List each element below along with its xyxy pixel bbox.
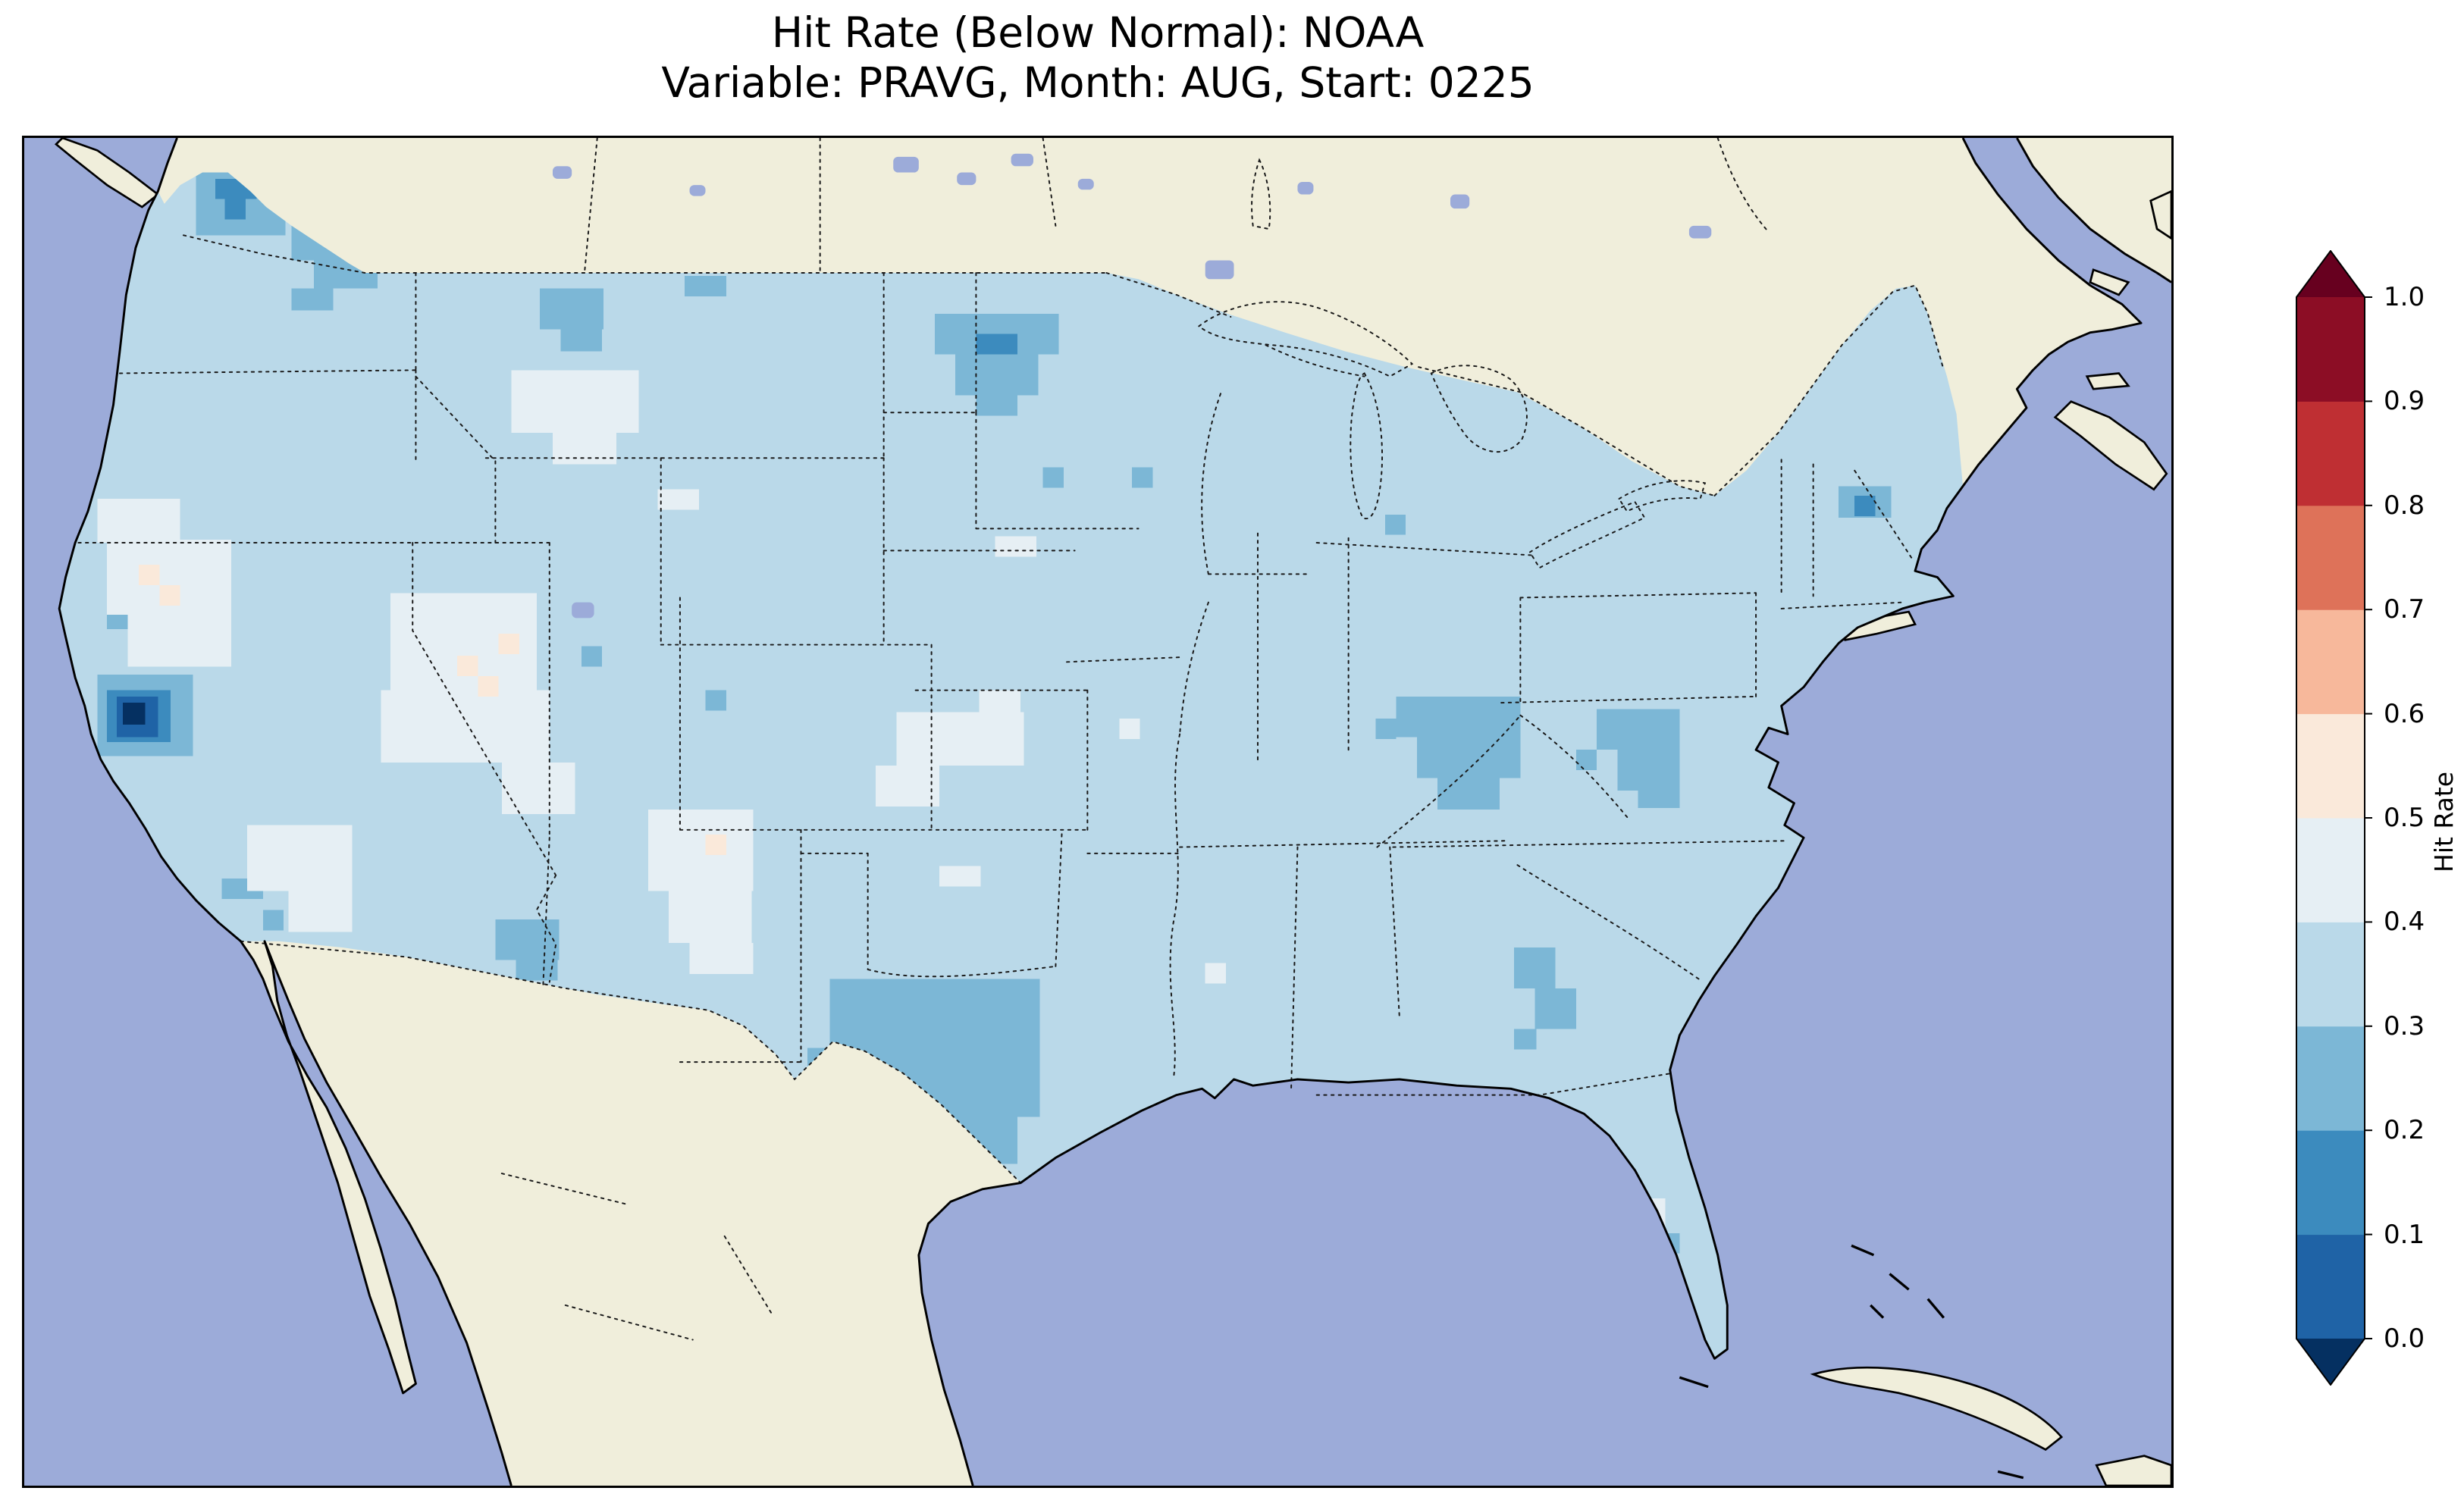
prince-edward-island xyxy=(2085,372,2130,390)
anticosti-island xyxy=(2089,268,2130,296)
figure-title: Hit Rate (Below Normal): NOAA Variable: … xyxy=(22,8,2174,108)
colorbar-tick-label: 0.7 xyxy=(2384,594,2425,625)
colorbar-tick-label: 0.9 xyxy=(2384,386,2425,417)
colorbar-tick-label: 0.5 xyxy=(2384,803,2425,833)
colorbar-segment-0.3-0.4 xyxy=(2296,922,2365,1027)
lake-ontario xyxy=(1618,480,1707,512)
lake-superior xyxy=(1197,301,1414,377)
colorbar-tick-label: 0.4 xyxy=(2384,907,2425,938)
nova-scotia xyxy=(2053,400,2168,491)
colorbar-tick-label: 0.2 xyxy=(2384,1115,2425,1146)
colorbar-segment-0.8-0.9 xyxy=(2296,401,2365,506)
colorbar-tick-label: 0.6 xyxy=(2384,698,2425,729)
colorbar-segment-0.2-0.3 xyxy=(2296,1026,2365,1131)
colorbar-tick-label: 0.1 xyxy=(2384,1219,2425,1250)
vancouver-island xyxy=(54,138,160,208)
colorbar-under-arrow xyxy=(2296,1339,2365,1385)
colorbar-segment-0.4-0.5 xyxy=(2296,818,2365,922)
data-patch-darkest-cell xyxy=(123,703,146,725)
cuba xyxy=(1810,1366,2064,1451)
colorbar-tick-label: 0.3 xyxy=(2384,1010,2425,1041)
lake-huron xyxy=(1430,365,1528,453)
map-panel xyxy=(22,136,2174,1488)
colorbar-tick-marks xyxy=(2365,296,2372,1339)
quebec-north-shore xyxy=(2017,138,2171,283)
colorbar-segments xyxy=(2296,297,2365,1339)
colorbar-segment-0.6-0.7 xyxy=(2296,609,2365,715)
colorbar-axis-label: Hit Rate xyxy=(2429,771,2459,872)
lake-erie xyxy=(1528,500,1646,569)
bahamas-and-keys xyxy=(1679,1244,2024,1480)
mainland-coastline xyxy=(58,138,2143,1486)
colorbar-segment-0.1-0.2 xyxy=(2296,1130,2365,1236)
colorbar-over-arrow xyxy=(2296,251,2365,297)
canadian-lakes xyxy=(552,153,1712,619)
great-lakes xyxy=(552,153,1712,619)
colorbar-tick-label: 1.0 xyxy=(2384,282,2425,312)
quebec-shore-coastline xyxy=(2016,138,2171,283)
colorbar-segment-0.5-0.6 xyxy=(2296,713,2365,819)
colorbar xyxy=(2296,250,2372,1386)
conus-hit-rate-map xyxy=(24,138,2171,1486)
lake-winnipeg xyxy=(1251,158,1271,230)
colorbar-segment-0.7-0.8 xyxy=(2296,505,2365,610)
title-line-2: Variable: PRAVG, Month: AUG, Start: 0225 xyxy=(661,58,1535,107)
title-line-1: Hit Rate (Below Normal): NOAA xyxy=(771,8,1425,57)
colorbar-tick-label: 0.8 xyxy=(2384,490,2425,521)
coastlines xyxy=(58,138,2171,1486)
colorbar-segment-0-0.1 xyxy=(2296,1234,2365,1339)
colorbar-tick-label: 0.0 xyxy=(2384,1323,2425,1354)
state-and-country-borders xyxy=(77,138,1945,1341)
lake-michigan xyxy=(1350,372,1384,520)
colorbar-segment-0.9-1 xyxy=(2296,297,2365,402)
